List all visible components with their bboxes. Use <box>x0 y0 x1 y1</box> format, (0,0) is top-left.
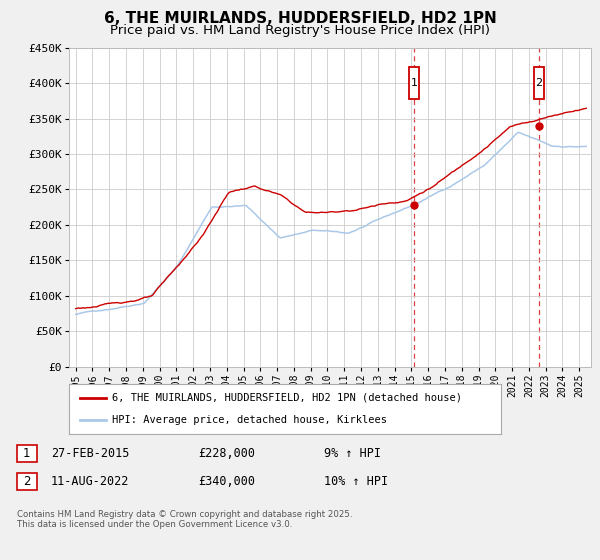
Text: 2: 2 <box>536 78 542 88</box>
Text: 10% ↑ HPI: 10% ↑ HPI <box>324 475 388 488</box>
Text: 11-AUG-2022: 11-AUG-2022 <box>51 475 130 488</box>
Text: 6, THE MUIRLANDS, HUDDERSFIELD, HD2 1PN (detached house): 6, THE MUIRLANDS, HUDDERSFIELD, HD2 1PN … <box>112 393 462 403</box>
FancyBboxPatch shape <box>409 67 419 99</box>
Text: 2: 2 <box>23 475 31 488</box>
Text: 1: 1 <box>23 447 31 460</box>
Text: 1: 1 <box>410 78 418 88</box>
Text: HPI: Average price, detached house, Kirklees: HPI: Average price, detached house, Kirk… <box>112 416 387 426</box>
Text: 6, THE MUIRLANDS, HUDDERSFIELD, HD2 1PN: 6, THE MUIRLANDS, HUDDERSFIELD, HD2 1PN <box>104 11 496 26</box>
Text: Price paid vs. HM Land Registry's House Price Index (HPI): Price paid vs. HM Land Registry's House … <box>110 24 490 37</box>
Text: £228,000: £228,000 <box>198 447 255 460</box>
Text: 9% ↑ HPI: 9% ↑ HPI <box>324 447 381 460</box>
Text: Contains HM Land Registry data © Crown copyright and database right 2025.
This d: Contains HM Land Registry data © Crown c… <box>17 510 352 529</box>
FancyBboxPatch shape <box>535 67 544 99</box>
Text: £340,000: £340,000 <box>198 475 255 488</box>
Text: 27-FEB-2015: 27-FEB-2015 <box>51 447 130 460</box>
